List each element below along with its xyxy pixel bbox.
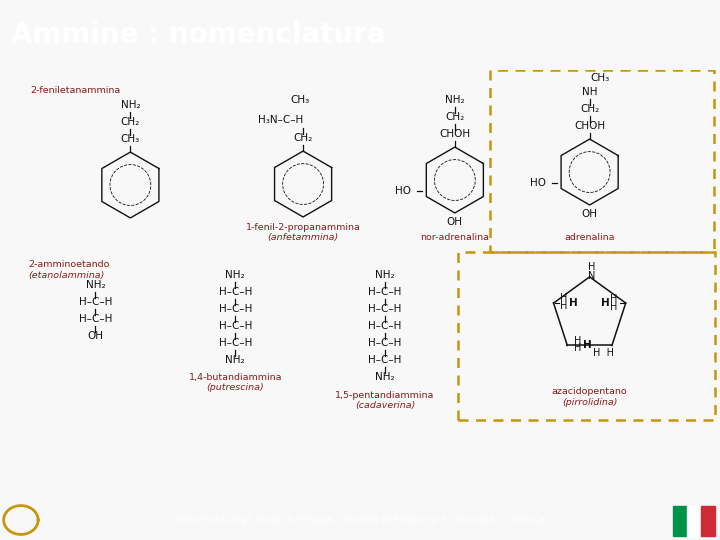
Text: H₃N–C–H: H₃N–C–H bbox=[258, 115, 302, 125]
Text: H–C–H: H–C–H bbox=[218, 287, 252, 297]
Text: OH: OH bbox=[447, 217, 463, 227]
Text: NH₂: NH₂ bbox=[225, 355, 245, 365]
Text: N: N bbox=[588, 271, 595, 281]
Text: 1,4-butandiammina: 1,4-butandiammina bbox=[189, 373, 282, 382]
Bar bbox=[701, 506, 715, 536]
Text: H: H bbox=[588, 262, 595, 272]
Text: CH₂: CH₂ bbox=[445, 112, 464, 122]
Text: 2-amminoetando: 2-amminoetando bbox=[29, 260, 110, 269]
Text: NH₂: NH₂ bbox=[120, 100, 140, 110]
Text: CHOH: CHOH bbox=[574, 121, 606, 131]
Text: (etanolammina): (etanolammina) bbox=[29, 272, 105, 280]
Text: H–C–H: H–C–H bbox=[368, 287, 402, 297]
Text: H: H bbox=[560, 293, 567, 303]
Text: CH₃: CH₃ bbox=[290, 95, 310, 105]
Text: H–C–H: H–C–H bbox=[218, 304, 252, 314]
Text: H: H bbox=[601, 298, 610, 308]
Text: H–C–H: H–C–H bbox=[218, 338, 252, 348]
Text: NH₂: NH₂ bbox=[375, 372, 395, 382]
Text: (cadaverina): (cadaverina) bbox=[355, 401, 415, 410]
Text: H–C–H: H–C–H bbox=[368, 338, 402, 348]
Text: HO: HO bbox=[530, 178, 546, 188]
Text: nor-adrenalina: nor-adrenalina bbox=[420, 233, 490, 242]
Bar bbox=[687, 506, 701, 536]
Text: H: H bbox=[574, 343, 581, 354]
Text: H: H bbox=[610, 294, 618, 304]
Text: CH₂: CH₂ bbox=[121, 117, 140, 127]
Bar bbox=[490, 70, 714, 252]
Text: H  H: H H bbox=[593, 348, 614, 359]
Bar bbox=[673, 506, 687, 536]
Text: CH₂: CH₂ bbox=[294, 133, 312, 143]
Text: H: H bbox=[583, 341, 592, 350]
Text: 2-feniletanammina: 2-feniletanammina bbox=[30, 86, 121, 94]
Text: CH₂: CH₂ bbox=[580, 104, 599, 114]
Text: OH: OH bbox=[87, 331, 104, 341]
Text: H–C–H: H–C–H bbox=[78, 297, 112, 307]
Text: H: H bbox=[569, 298, 578, 308]
Text: Università degli Studi di Perugia – Facoltà di Medicina e Chirurgia – Chimica: Università degli Studi di Perugia – Faco… bbox=[176, 515, 544, 525]
Text: HO: HO bbox=[395, 186, 411, 196]
Text: H–C–H: H–C–H bbox=[368, 355, 402, 365]
Text: azacidopentano: azacidopentano bbox=[552, 387, 627, 396]
Text: 1,5-pentandiammina: 1,5-pentandiammina bbox=[336, 391, 435, 400]
Text: CH₃: CH₃ bbox=[121, 134, 140, 144]
Text: NH₂: NH₂ bbox=[225, 270, 245, 280]
Text: H: H bbox=[610, 302, 618, 312]
Text: adrenalina: adrenalina bbox=[564, 233, 615, 242]
Text: H: H bbox=[574, 335, 581, 346]
Text: CHOH: CHOH bbox=[439, 129, 470, 139]
Text: Ammine : nomenclatura: Ammine : nomenclatura bbox=[11, 21, 385, 49]
Text: (pirrolidina): (pirrolidina) bbox=[562, 398, 617, 407]
Text: NH₂: NH₂ bbox=[445, 95, 464, 105]
Text: NH₂: NH₂ bbox=[375, 270, 395, 280]
Text: (putrescina): (putrescina) bbox=[207, 383, 264, 392]
Text: H–C–H: H–C–H bbox=[78, 314, 112, 324]
Bar bbox=[458, 252, 716, 420]
Text: H–C–H: H–C–H bbox=[218, 321, 252, 331]
Text: H–C–H: H–C–H bbox=[368, 321, 402, 331]
Text: H–C–H: H–C–H bbox=[368, 304, 402, 314]
Text: CH₃: CH₃ bbox=[590, 73, 609, 83]
Text: OH: OH bbox=[582, 209, 598, 219]
Text: 1-fenil-2-propanammina: 1-fenil-2-propanammina bbox=[246, 224, 361, 232]
Text: NH: NH bbox=[582, 87, 598, 97]
Text: (anfetammina): (anfetammina) bbox=[267, 233, 338, 242]
Text: NH₂: NH₂ bbox=[86, 280, 105, 290]
Text: H: H bbox=[560, 301, 567, 311]
